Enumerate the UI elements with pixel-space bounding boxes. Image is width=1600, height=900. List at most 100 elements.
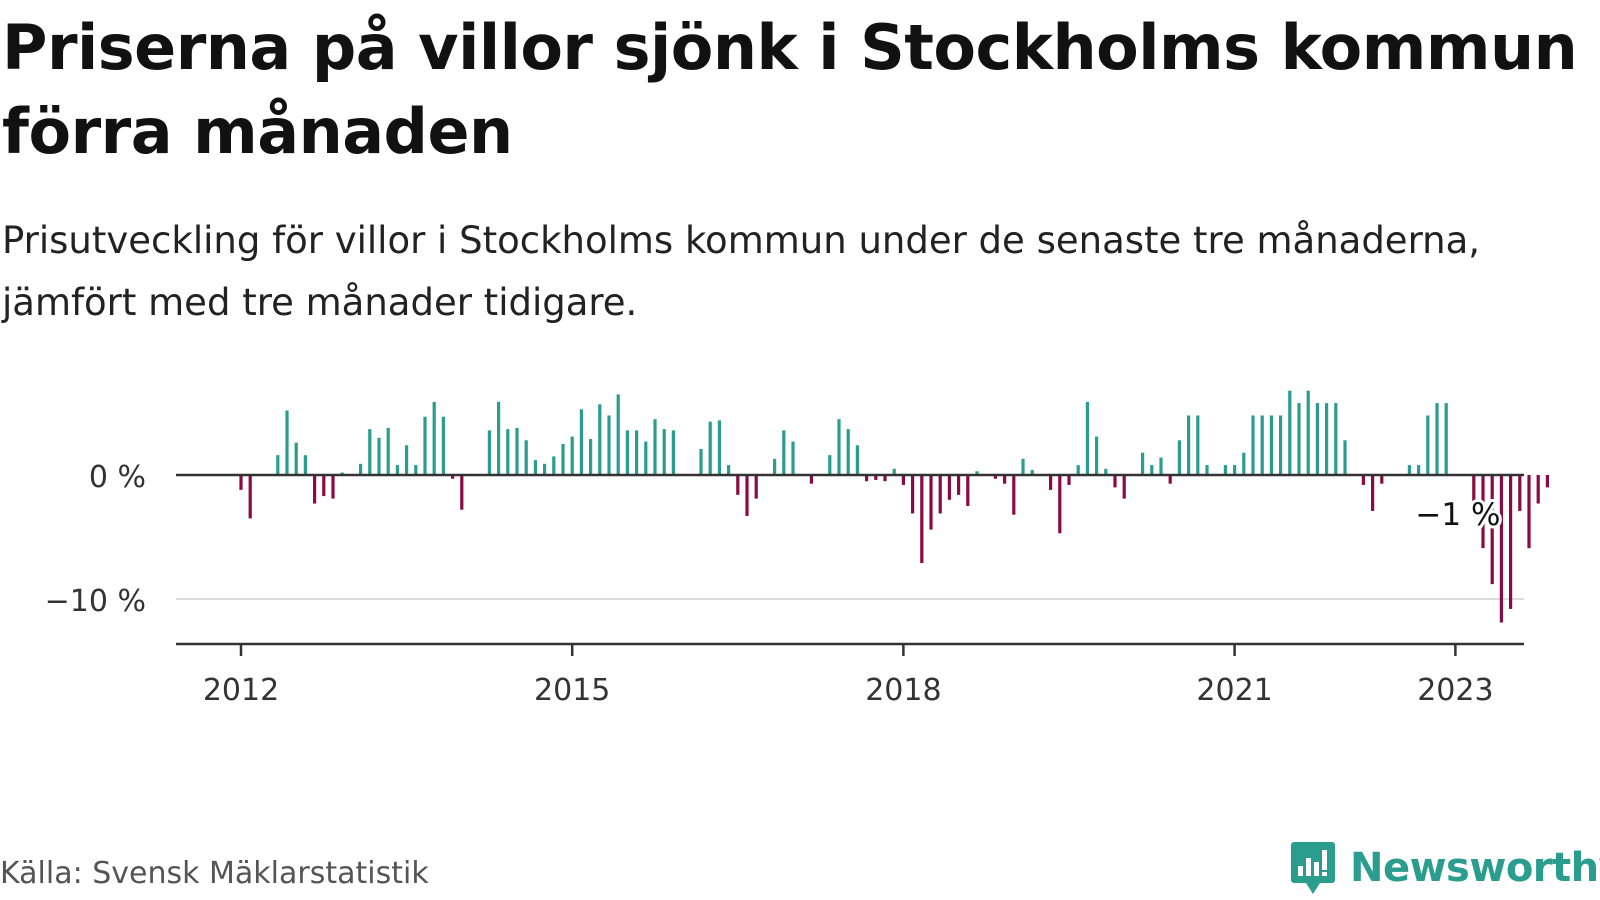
y-tick-label: −10 % (45, 584, 146, 619)
bar (947, 475, 951, 500)
bar (1518, 475, 1522, 511)
bar (1159, 457, 1163, 475)
source-note: Källa: Svensk Mäklarstatistik (0, 856, 429, 891)
bar (1361, 475, 1365, 485)
bar (322, 475, 326, 497)
bar (699, 448, 703, 475)
x-tick-label: 2018 (865, 673, 941, 708)
bar (451, 475, 455, 479)
bar (460, 475, 464, 510)
bar (938, 475, 942, 514)
bar (1067, 475, 1071, 485)
bar (782, 430, 786, 475)
bar (423, 416, 427, 475)
bar (1251, 415, 1255, 475)
bar (1325, 403, 1329, 475)
bar (1288, 390, 1292, 475)
bar (432, 401, 436, 475)
y-tick-label: 0 % (89, 460, 146, 495)
bar (1242, 452, 1246, 475)
bar (598, 404, 602, 475)
x-axis-ticks: 2012 2015 2018 2021 2023 (203, 644, 1494, 708)
bar (1509, 475, 1513, 609)
bar (1205, 465, 1209, 475)
bar (1095, 436, 1099, 475)
bar (1297, 403, 1301, 475)
bar (294, 442, 298, 475)
bar (579, 409, 583, 475)
bar (837, 419, 841, 475)
bar (809, 475, 813, 484)
brand-name: Newsworthy (1350, 845, 1600, 891)
bar (303, 455, 307, 475)
bar (957, 475, 961, 495)
bar (1141, 452, 1145, 475)
bar (1435, 403, 1439, 475)
bar (248, 475, 252, 519)
bar (874, 475, 878, 480)
bar (644, 441, 648, 475)
bar (1315, 403, 1319, 475)
bar (533, 460, 537, 475)
bar (441, 416, 445, 475)
bar (331, 475, 335, 499)
bar (791, 441, 795, 475)
bar (1380, 475, 1384, 484)
bar (1012, 475, 1016, 515)
x-tick-label: 2021 (1196, 673, 1272, 708)
bars (239, 390, 1549, 623)
bar (1058, 475, 1062, 534)
bar (1187, 415, 1191, 475)
bar (892, 468, 896, 475)
bar (653, 419, 657, 475)
bar (662, 429, 666, 475)
bar (506, 429, 510, 475)
bar (1426, 415, 1430, 475)
bar (865, 475, 869, 482)
bar (920, 475, 924, 564)
bar (1444, 403, 1448, 475)
bar (855, 445, 859, 475)
bar (552, 456, 556, 475)
bar (1334, 403, 1338, 475)
bar (524, 440, 528, 475)
bar (1536, 475, 1540, 504)
x-tick-label: 2015 (534, 673, 610, 708)
bar (1150, 465, 1154, 475)
bar (239, 475, 243, 490)
bar (313, 475, 317, 504)
bar (1407, 465, 1411, 475)
bar (1049, 475, 1053, 490)
bar (1233, 465, 1237, 475)
last-value-label: −1 % (1415, 497, 1500, 533)
bar (515, 427, 519, 475)
bar (414, 465, 418, 475)
bar (745, 475, 749, 516)
bar (1260, 415, 1264, 475)
y-axis-ticks: 0 % −10 % (45, 460, 146, 619)
bar (1122, 475, 1126, 499)
bar (377, 437, 381, 475)
bar (727, 465, 731, 475)
bar (717, 420, 721, 475)
bar (929, 475, 933, 530)
bar (607, 415, 611, 475)
bar (993, 475, 997, 479)
bar (901, 475, 905, 485)
annotations: −1 % (1412, 494, 1503, 536)
bar (1472, 475, 1476, 510)
bar (616, 394, 620, 475)
bar (635, 430, 639, 475)
bar (1085, 401, 1089, 475)
bar (1196, 415, 1200, 475)
chart-subtitle: Prisutveckling för villor i Stockholms k… (2, 219, 1481, 324)
bar (497, 401, 501, 475)
bar (754, 475, 758, 499)
brand-logo: Newsworthy (1290, 838, 1600, 898)
bar (625, 430, 629, 475)
bar (1279, 415, 1283, 475)
bar (1417, 465, 1421, 475)
bar (1343, 440, 1347, 475)
bar (1223, 465, 1227, 475)
